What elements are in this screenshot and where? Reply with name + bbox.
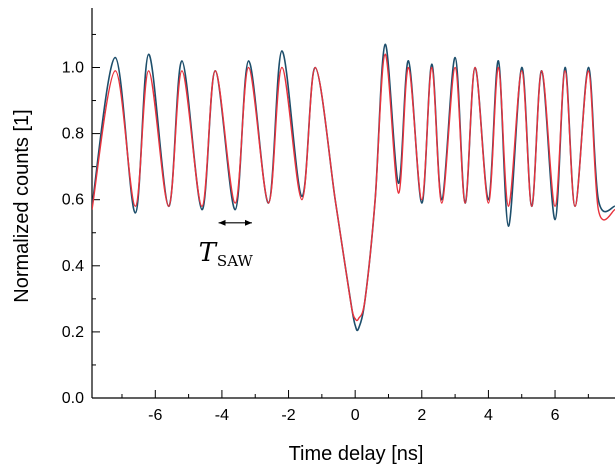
y-axis-title: Normalized counts [1] [11,109,33,302]
x-axis-title: Time delay [ns] [289,443,424,465]
y-tick-label: 0.0 [62,390,84,407]
axes: -6 -4 -2 0 2 4 6 0.0 0.2 0.4 0.6 0.8 1.0 [62,8,615,424]
series-line-2 [92,53,615,322]
x-tick-label: 6 [551,407,560,424]
y-tick-label: 0.6 [62,192,84,209]
y-tick-label: 1.0 [62,59,84,76]
x-tick-label: 4 [484,407,493,424]
x-tick-label: -4 [215,407,229,424]
series-layer [92,43,615,332]
y-tick-label: 0.2 [62,324,84,341]
annotations: TSAW [199,219,254,270]
x-tick-label: 2 [417,407,426,424]
period-label: TSAW [199,238,254,270]
x-tick-label: -2 [281,407,295,424]
series-line-1 [92,43,615,332]
x-tick-label: 0 [351,407,360,424]
y-tick-label: 0.8 [62,126,84,143]
x-tick-label: -6 [148,407,162,424]
y-tick-label: 0.4 [62,258,84,275]
